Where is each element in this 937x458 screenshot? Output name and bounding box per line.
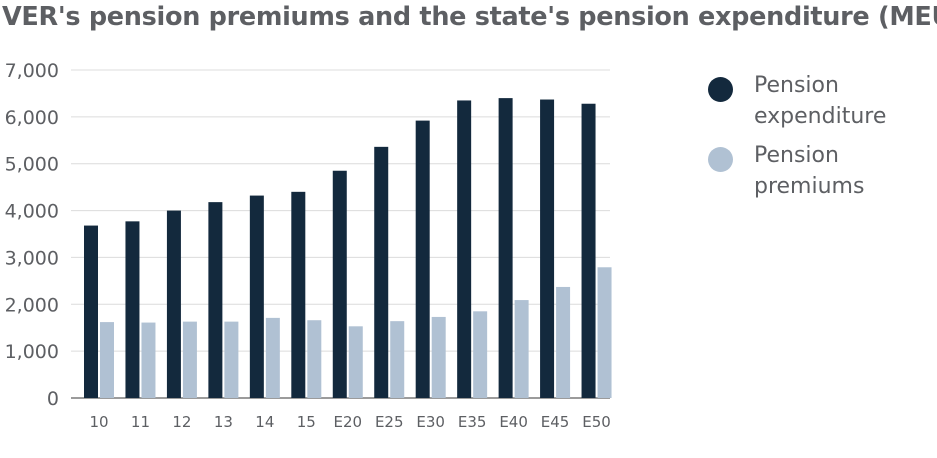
bar-premiums (265, 317, 280, 398)
bar-premiums (390, 321, 405, 398)
x-tick-label: E35 (458, 413, 487, 431)
y-tick-label: 2,000 (5, 294, 59, 316)
bar-expenditure (332, 170, 347, 398)
legend-label-expenditure: Pension expenditure (754, 70, 934, 132)
bar-expenditure (291, 191, 306, 398)
y-tick-label: 4,000 (5, 201, 59, 223)
legend-label-expenditure-line1: Pension (754, 73, 839, 98)
legend-label-expenditure-line2: expenditure (754, 104, 887, 129)
x-tick-label: 10 (89, 413, 108, 431)
x-tick-label: E20 (333, 413, 362, 431)
bar-premiums (348, 326, 363, 398)
legend-label-premiums-line2: premiums (754, 174, 865, 199)
x-tick-label: 15 (297, 413, 316, 431)
bar-premiums (182, 321, 197, 398)
y-tick-label: 6,000 (5, 107, 59, 129)
x-tick-label: E50 (582, 413, 611, 431)
bar-premiums (514, 300, 529, 398)
x-tick-label: 12 (172, 413, 191, 431)
bar-premiums (597, 267, 612, 398)
x-tick-label: 14 (255, 413, 274, 431)
bar-expenditure (581, 103, 596, 398)
legend-swatch-expenditure (708, 77, 733, 102)
x-tick-label: 11 (131, 413, 150, 431)
bar-premiums (431, 316, 446, 398)
bar-premiums (224, 321, 239, 398)
bar-expenditure (374, 146, 389, 398)
bar-premiums (100, 322, 114, 398)
y-tick-label: 5,000 (5, 154, 59, 176)
bar-premiums (307, 320, 322, 398)
bar-expenditure (125, 221, 140, 398)
x-tick-label: 13 (214, 413, 233, 431)
bar-expenditure (166, 210, 181, 398)
bar-chart: 0 1,000 2,000 3,000 4,000 5,000 6,000 7,000 10 11… (5, 60, 612, 431)
bar-premiums (556, 286, 571, 398)
chart-title: VER's pension premiums and the state's p… (2, 2, 937, 32)
x-tick-label: E45 (541, 413, 570, 431)
x-tick-label: E40 (499, 413, 528, 431)
bar-expenditure (249, 195, 264, 398)
legend-swatch-premiums (708, 147, 733, 172)
x-tick-label: E25 (375, 413, 404, 431)
bar-expenditure (84, 225, 98, 398)
bar-expenditure (498, 98, 513, 398)
x-tick-label: E30 (416, 413, 445, 431)
y-tick-label: 3,000 (5, 247, 59, 269)
legend-label-premiums-line1: Pension (754, 143, 839, 168)
bar-expenditure (540, 99, 555, 399)
y-tick-label: 0 (47, 388, 59, 410)
bar-expenditure (415, 120, 430, 398)
bar-expenditure (208, 202, 223, 398)
bar-premiums (473, 311, 488, 398)
legend-label-premiums: Pension premiums (754, 140, 934, 202)
y-tick-label: 1,000 (5, 341, 59, 363)
bar-expenditure (457, 100, 472, 398)
y-tick-label: 7,000 (5, 60, 59, 82)
bar-premiums (141, 322, 156, 398)
